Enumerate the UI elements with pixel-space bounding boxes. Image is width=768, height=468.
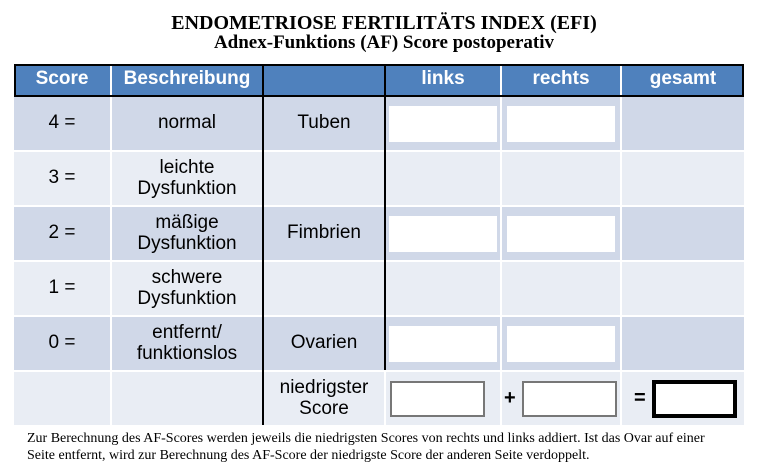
desc-2-label: mäßige Dysfunktion [112,207,262,260]
niedrigster-rechts-field[interactable] [521,380,617,417]
title-line1: ENDOMETRIOSE FERTILITÄTS INDEX (EFI) [171,12,597,34]
header-bottom-border [14,95,744,97]
fimbrien-gesamt-cell [622,207,744,260]
page-title: ENDOMETRIOSE FERTILITÄTS INDEX (EFI) Adn… [0,13,768,52]
row3-links-cell [386,152,500,205]
ovarien-gesamt-cell [622,317,744,370]
fimbrien-links-cell [386,207,500,260]
tuben-links-cell [386,97,500,150]
score-4-label: 4 = [14,97,110,150]
desc-0-label: entfernt/ funktionslos [112,317,262,370]
row1-rechts-cell [502,262,620,315]
desc-3-label: leichte Dysfunktion [112,152,262,205]
row3-gesamt-cell [622,152,744,205]
niedrigster-links-field[interactable] [390,380,485,417]
row3-rechts-cell [502,152,620,205]
summary-links-cell [386,372,500,425]
score-3-label: 3 = [14,152,110,205]
header-beschreibung: Beschreibung [112,64,262,95]
plus-sign: + [504,386,516,409]
desc-1-label: schwere Dysfunktion [112,262,262,315]
header-left-border [14,64,16,97]
score-0-label: 0 = [14,317,110,370]
ovarien-rechts-cell [502,317,620,370]
tuben-rechts-cell [502,97,620,150]
header-rechts: rechts [502,64,620,95]
table-top-border [14,64,744,66]
organ-column-right-border [384,64,386,370]
desc-4-label: normal [112,97,262,150]
af-score-table: Score Beschreibung links rechts gesamt 4… [14,64,744,425]
summary-desc-cell [112,372,262,425]
row1-links-cell [386,262,500,315]
tuben-links-field[interactable] [389,105,497,142]
footnote-line1: Zur Berechnung des AF-Scores werden jewe… [27,431,705,446]
ovarien-rechts-field[interactable] [507,325,615,362]
header-score: Score [14,64,110,95]
tuben-rechts-field[interactable] [507,105,615,142]
summary-rechts-cell: + [502,372,620,425]
header-organ-empty [264,64,384,95]
footnote-line2: Seite entfernt, wird zur Berechnung des … [27,448,590,463]
organ-column-left-border [262,64,264,425]
equals-sign: = [634,386,646,409]
row1-gesamt-cell [622,262,744,315]
ovarien-links-cell [386,317,500,370]
row3-organ-cell [264,152,384,205]
summary-gesamt-cell: = [622,372,744,425]
organ-tuben-label: Tuben [264,97,384,150]
gesamt-result-field[interactable] [651,379,737,418]
summary-score-cell [14,372,110,425]
title-line2: Adnex-Funktions (AF) Score postoperativ [213,32,555,53]
header-right-border [742,64,744,97]
ovarien-links-field[interactable] [389,325,497,362]
fimbrien-rechts-field[interactable] [507,215,615,252]
fimbrien-rechts-cell [502,207,620,260]
row1-organ-cell [264,262,384,315]
organ-ovarien-label: Ovarien [264,317,384,370]
score-2-label: 2 = [14,207,110,260]
header-gesamt: gesamt [622,64,744,95]
tuben-gesamt-cell [622,97,744,150]
footnote: Zur Berechnung des AF-Scores werden jewe… [27,430,757,464]
header-links: links [386,64,500,95]
summary-label: niedrigster Score [264,372,384,425]
organ-fimbrien-label: Fimbrien [264,207,384,260]
fimbrien-links-field[interactable] [389,215,497,252]
score-1-label: 1 = [14,262,110,315]
